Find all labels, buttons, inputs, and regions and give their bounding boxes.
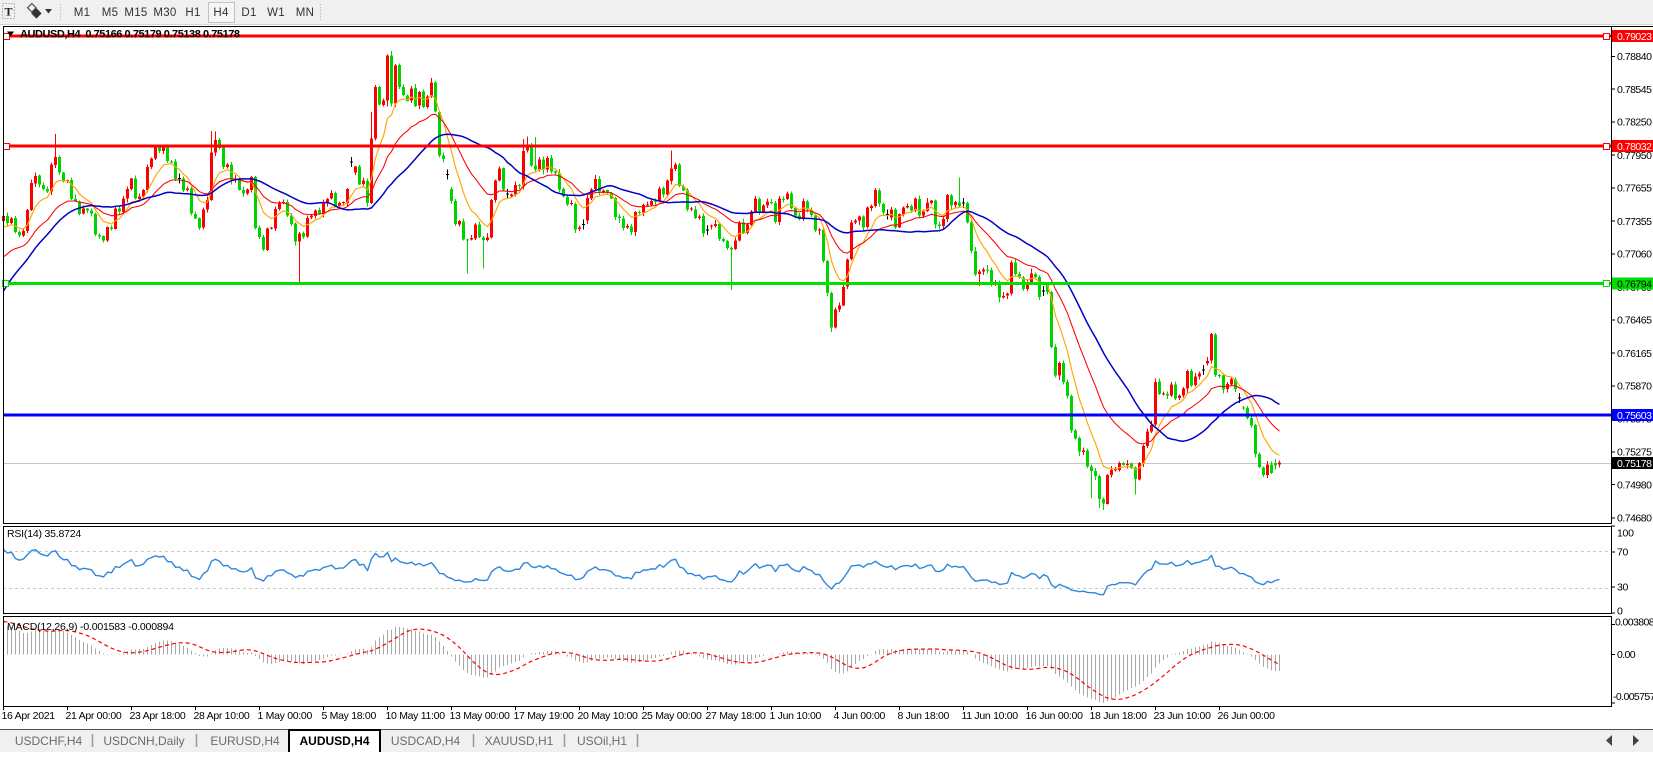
svg-text:28 Apr 10:00: 28 Apr 10:00 (194, 710, 250, 722)
svg-text:25 May 00:00: 25 May 00:00 (642, 710, 702, 722)
svg-text:27 May 18:00: 27 May 18:00 (706, 710, 766, 722)
svg-text:0.78250: 0.78250 (1617, 117, 1652, 129)
svg-text:0.74680: 0.74680 (1617, 513, 1652, 525)
svg-text:70: 70 (1617, 547, 1629, 559)
svg-text:0.78032: 0.78032 (1617, 141, 1652, 153)
svg-text:0.75178: 0.75178 (1617, 458, 1652, 470)
svg-text:16 Jun 00:00: 16 Jun 00:00 (1026, 710, 1084, 722)
svg-text:5 May 18:00: 5 May 18:00 (322, 710, 377, 722)
svg-text:10 May 11:00: 10 May 11:00 (386, 710, 446, 722)
svg-text:0.76165: 0.76165 (1617, 348, 1652, 360)
svg-text:XAUUSD,H1: XAUUSD,H1 (485, 734, 554, 748)
svg-text:AUDUSD,H4: AUDUSD,H4 (299, 734, 369, 748)
svg-text:0.76794: 0.76794 (1617, 278, 1652, 290)
svg-text:23 Jun 10:00: 23 Jun 10:00 (1154, 710, 1212, 722)
svg-text:11 Jun 10:00: 11 Jun 10:00 (962, 710, 1019, 722)
svg-text:30: 30 (1617, 581, 1629, 593)
svg-text:RSI(14) 35.8724: RSI(14) 35.8724 (7, 528, 81, 540)
svg-text:MACD(12,26,9) -0.001583 -0.000: MACD(12,26,9) -0.001583 -0.000894 (7, 621, 174, 633)
svg-text:M1: M1 (74, 7, 91, 19)
svg-text:0.76465: 0.76465 (1617, 315, 1652, 327)
svg-text:18 Jun 18:00: 18 Jun 18:00 (1090, 710, 1148, 722)
svg-text:0.77060: 0.77060 (1617, 249, 1652, 261)
svg-text:1 May 00:00: 1 May 00:00 (258, 710, 313, 722)
svg-text:0.77355: 0.77355 (1617, 216, 1652, 228)
svg-text:0.74980: 0.74980 (1617, 479, 1652, 491)
svg-text:USDCHF,H4: USDCHF,H4 (15, 734, 83, 748)
svg-text:26 Jun 00:00: 26 Jun 00:00 (1218, 710, 1276, 722)
svg-text:100: 100 (1617, 528, 1634, 540)
svg-text:23 Apr 18:00: 23 Apr 18:00 (130, 710, 186, 722)
svg-text:0.75870: 0.75870 (1617, 381, 1652, 393)
svg-text:M15: M15 (124, 7, 147, 19)
svg-text:H4: H4 (213, 7, 229, 19)
svg-text:M5: M5 (102, 7, 119, 19)
svg-text:20 May 10:00: 20 May 10:00 (578, 710, 638, 722)
svg-text:D1: D1 (241, 7, 256, 19)
svg-text:4 Jun 00:00: 4 Jun 00:00 (834, 710, 886, 722)
svg-text:0.003808: 0.003808 (1615, 617, 1653, 629)
svg-text:M30: M30 (153, 7, 176, 19)
svg-text:-0.005757: -0.005757 (1613, 691, 1653, 703)
svg-text:8 Jun 18:00: 8 Jun 18:00 (898, 710, 950, 722)
svg-text:0.77950: 0.77950 (1617, 150, 1652, 162)
svg-text:USDCAD,H4: USDCAD,H4 (391, 734, 461, 748)
svg-text:17 May 19:00: 17 May 19:00 (514, 710, 574, 722)
svg-text:W1: W1 (267, 7, 285, 19)
svg-text:H1: H1 (185, 7, 200, 19)
svg-text:EURUSD,H4: EURUSD,H4 (210, 734, 280, 748)
svg-text:0.77655: 0.77655 (1617, 183, 1652, 195)
svg-text:1 Jun 10:00: 1 Jun 10:00 (770, 710, 822, 722)
svg-text:AUDUSD,H4 0.75166 0.75179 0.7: AUDUSD,H4 0.75166 0.75179 0.75138 0.7517… (20, 29, 240, 41)
svg-text:MN: MN (296, 7, 315, 19)
svg-text:0.78545: 0.78545 (1617, 84, 1652, 96)
svg-text:21 Apr 00:00: 21 Apr 00:00 (66, 710, 122, 722)
svg-text:0.79023: 0.79023 (1617, 31, 1652, 43)
svg-text:T: T (4, 5, 12, 19)
svg-text:0.75275: 0.75275 (1617, 447, 1652, 459)
svg-text:USDCNH,Daily: USDCNH,Daily (103, 734, 184, 748)
svg-text:16 Apr 2021: 16 Apr 2021 (2, 710, 56, 722)
svg-text:0: 0 (1617, 606, 1623, 618)
svg-text:0.00: 0.00 (1617, 649, 1636, 661)
svg-text:USOil,H1: USOil,H1 (577, 734, 627, 748)
svg-text:0.78840: 0.78840 (1617, 51, 1652, 63)
svg-text:13 May 00:00: 13 May 00:00 (450, 710, 510, 722)
svg-text:0.75603: 0.75603 (1617, 410, 1652, 422)
